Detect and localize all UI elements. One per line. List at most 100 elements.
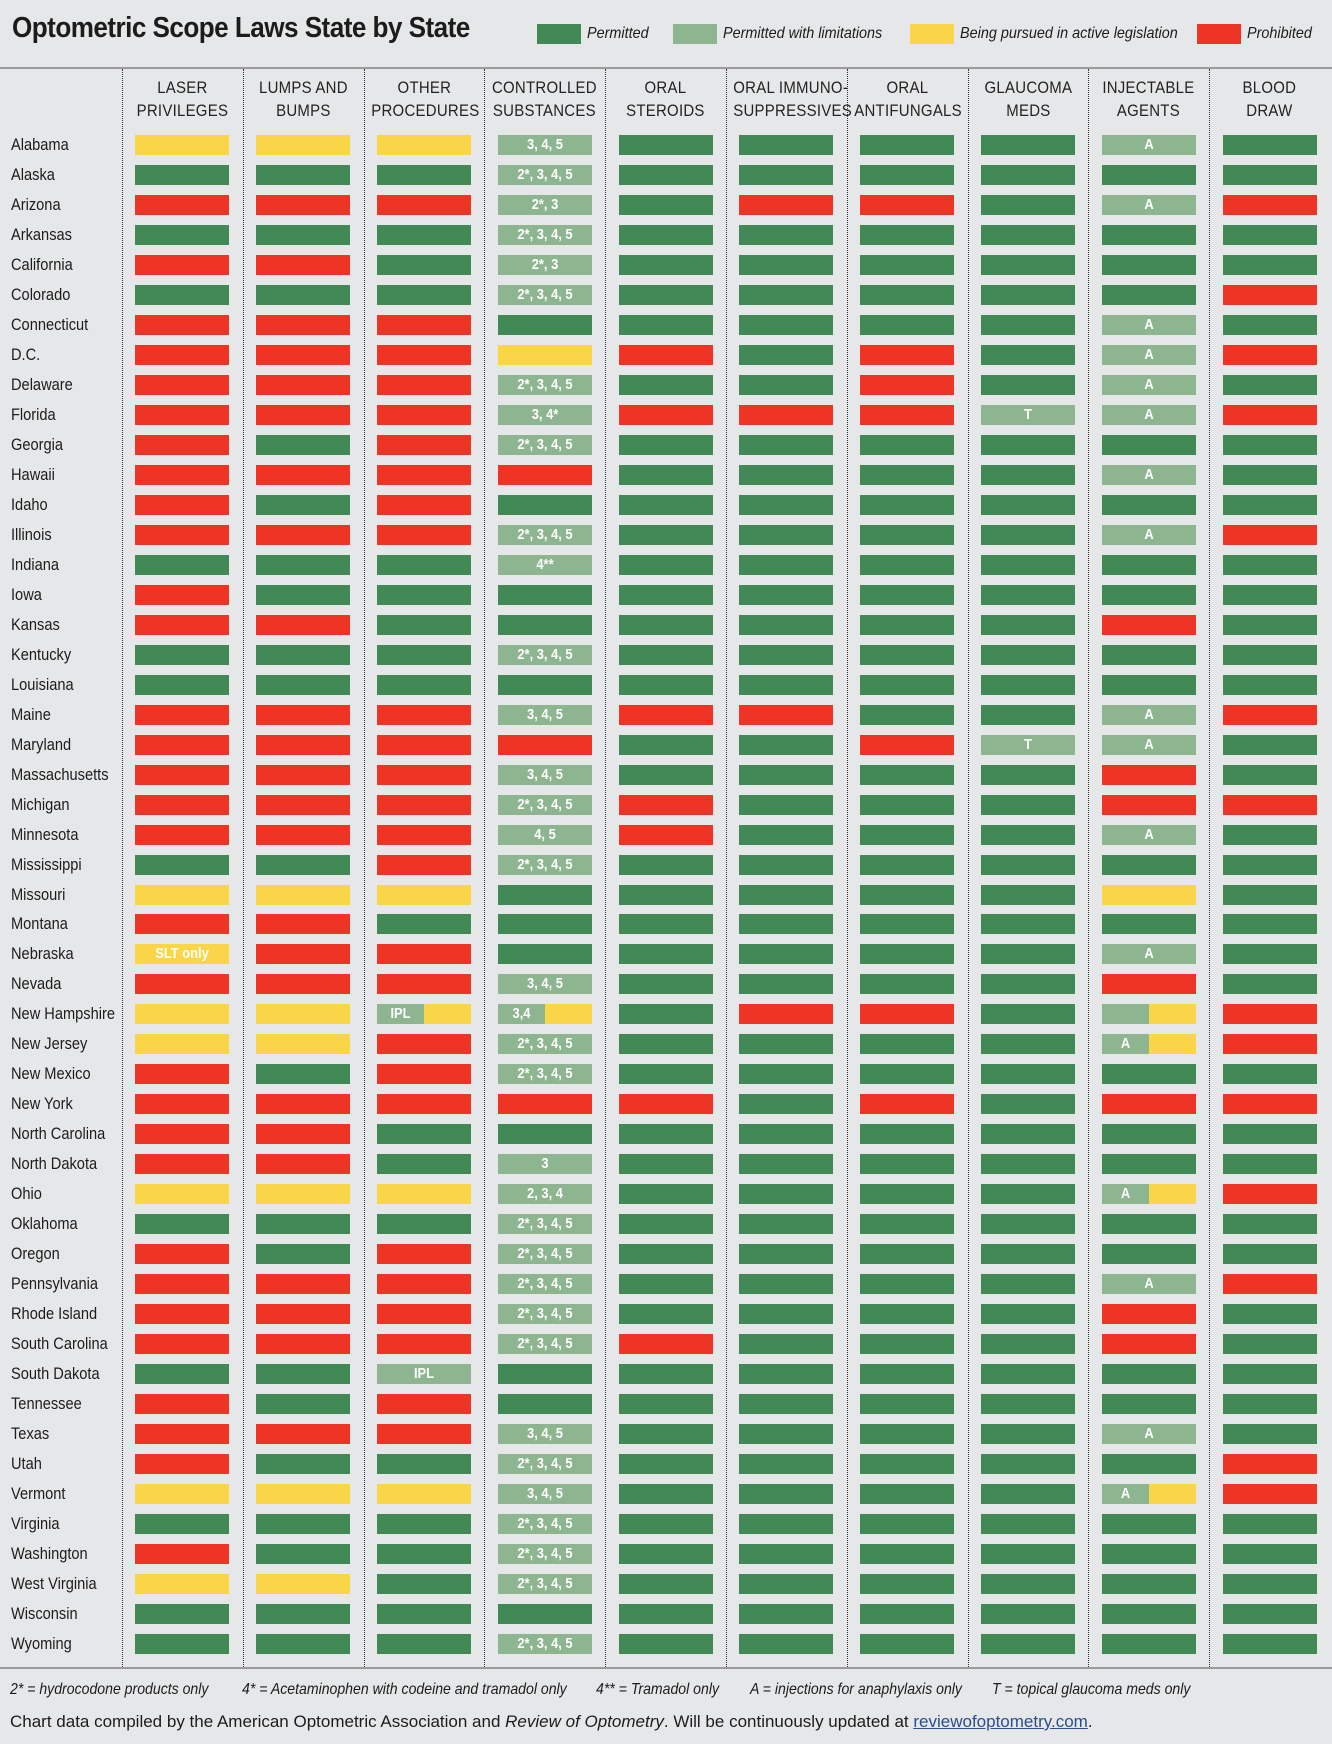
status-segment [497,494,592,515]
status-segment [497,1304,592,1325]
status-cell [135,1124,230,1145]
status-cell [739,1364,834,1385]
state-label: Pennsylvania [11,1274,98,1294]
status-segment [135,494,230,515]
status-cell [1222,1184,1317,1205]
status-cell [860,1004,955,1025]
status-cell [981,344,1075,365]
status-cell [256,254,351,275]
status-segment [256,1094,351,1115]
status-segment [1101,344,1196,365]
status-segment [256,254,351,275]
status-cell [377,1334,471,1355]
status-segment [739,314,834,335]
column-header: LASER PRIVILEGES [129,76,235,122]
status-cell [497,1364,592,1385]
status-cell [981,494,1075,515]
status-cell: 3, 4, 5 [497,704,592,725]
column-divider [605,69,607,1667]
status-cell [981,1184,1075,1205]
status-segment [1222,1634,1317,1654]
status-segment [1101,1304,1196,1325]
status-cell [618,1214,713,1235]
column-header-line: ORAL [886,78,929,97]
status-segment [618,1334,713,1355]
status-cell [860,1034,955,1055]
status-cell [135,1034,230,1055]
legend-label: Being pursued in active legislation [960,25,1178,42]
status-segment [497,1274,592,1295]
cell-label: 3, 4* [531,405,559,423]
status-cell [1222,1334,1317,1355]
status-cell [860,404,955,425]
status-cell [618,854,713,875]
status-segment [377,794,471,815]
status-cell [860,1514,955,1535]
status-cell [1222,1604,1317,1625]
status-segment [497,1634,592,1654]
status-segment [135,135,230,155]
status-segment [377,1424,471,1445]
status-segment-limited [1101,1184,1149,1205]
cell-label: 2*, 3, 4, 5 [517,645,573,663]
status-cell [739,884,834,905]
status-cell [377,1574,471,1595]
status-cell [256,764,351,785]
status-segment [377,1604,471,1625]
status-cell [618,914,713,935]
status-cell [981,1214,1075,1235]
footnote-acetaminophen: 4* = Acetaminophen with codeine and tram… [242,1681,567,1698]
status-segment [860,584,955,605]
status-segment [1222,734,1317,755]
status-cell [256,344,351,365]
status-segment [256,404,351,425]
status-cell [1222,1124,1317,1145]
status-cell [981,1604,1075,1625]
cell-label: 2*, 3, 4, 5 [517,285,573,303]
status-cell [135,914,230,935]
status-cell [1101,164,1196,185]
status-segment [618,584,713,605]
status-segment [377,1454,471,1475]
status-segment [135,884,230,905]
status-segment [1101,1604,1196,1625]
status-cell [618,1634,713,1654]
status-segment [256,554,351,575]
status-cell [739,1514,834,1535]
status-segment-limited [1101,1034,1149,1055]
status-cell: 2*, 3, 4, 5 [497,1634,592,1654]
status-cell [860,1394,955,1415]
status-segment [981,224,1075,245]
status-cell [1222,344,1317,365]
status-cell: A [1101,344,1196,365]
status-segment [618,434,713,455]
status-segment [739,1484,834,1505]
status-segment [135,404,230,425]
status-cell [618,884,713,905]
status-cell [135,284,230,305]
status-segment [256,944,351,965]
status-cell [256,1634,351,1654]
status-segment [1222,824,1317,845]
status-segment [256,1304,351,1325]
status-cell: A [1101,194,1196,215]
status-segment-limited [497,1004,545,1025]
status-cell [739,1094,834,1115]
website-link[interactable]: reviewofoptometry.com [913,1712,1088,1731]
status-segment [256,764,351,785]
status-segment [981,1604,1075,1625]
status-segment [860,1514,955,1535]
status-segment [1101,584,1196,605]
status-segment [497,314,592,335]
status-segment [739,464,834,485]
column-header-line: INJECTABLE [1102,78,1195,97]
status-segment [1222,1214,1317,1235]
status-segment [135,974,230,995]
status-segment [135,314,230,335]
status-cell [739,914,834,935]
status-segment [1222,374,1317,395]
status-cell [739,404,834,425]
status-cell [860,1544,955,1565]
status-segment [860,1334,955,1355]
status-cell [860,554,955,575]
